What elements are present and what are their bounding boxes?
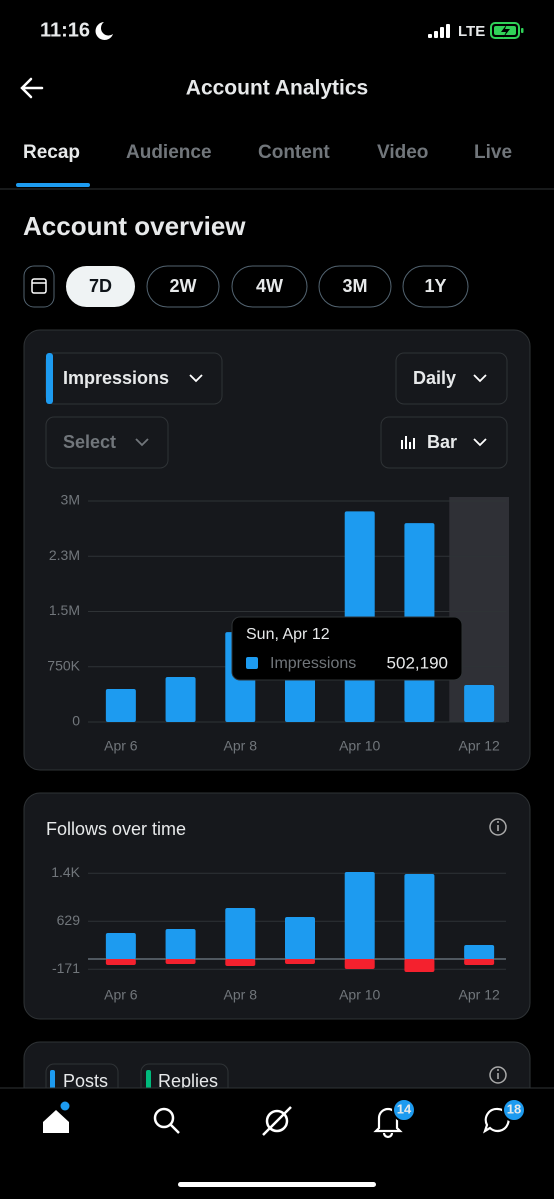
- bar: [105, 933, 136, 959]
- tab[interactable]: Audience: [126, 142, 212, 163]
- calendar-button[interactable]: [23, 265, 55, 308]
- chip-label: Posts: [63, 1071, 108, 1091]
- network-label: LTE: [458, 23, 485, 40]
- x-tick-label: Apr 6: [104, 987, 138, 1003]
- bar: [404, 873, 435, 959]
- tooltip-value: 502,190: [387, 653, 448, 672]
- range-label: 4W: [256, 276, 283, 296]
- bar: [285, 959, 315, 964]
- status-time: 11:16: [40, 19, 90, 41]
- tooltip-series: Impressions: [270, 655, 356, 672]
- compare-label: Select: [63, 432, 116, 452]
- x-tick-label: Apr 6: [104, 738, 138, 754]
- x-tick-label: Apr 12: [459, 987, 500, 1003]
- section-title: Account overview: [23, 211, 246, 241]
- tab[interactable]: Video: [377, 142, 428, 163]
- range-label: 1Y: [424, 276, 446, 296]
- badge-count: 18: [507, 1101, 521, 1116]
- notifications-icon[interactable]: [373, 1107, 403, 1139]
- tab-indicator: [16, 183, 90, 187]
- tooltip: [231, 616, 463, 681]
- moon-icon: [95, 22, 113, 40]
- calendar-icon: [31, 278, 47, 294]
- tab[interactable]: Live: [474, 142, 512, 163]
- y-tick-label: 1.5M: [49, 602, 80, 618]
- info-icon[interactable]: [489, 1066, 507, 1084]
- grok-icon[interactable]: [262, 1106, 292, 1136]
- badge: [392, 1098, 416, 1122]
- range-label: 3M: [342, 276, 367, 296]
- bar: [225, 908, 256, 959]
- y-tick-label: 629: [57, 912, 81, 928]
- search-icon[interactable]: [153, 1107, 180, 1134]
- x-tick-label: Apr 10: [339, 987, 380, 1003]
- y-tick-label: 0: [72, 713, 80, 729]
- y-tick-label: 2.3M: [49, 547, 80, 563]
- chart-type-dropdown[interactable]: [380, 416, 508, 469]
- tab[interactable]: Recap: [23, 142, 80, 163]
- y-tick-label: 3M: [61, 492, 80, 508]
- bar-icon: [401, 436, 415, 449]
- chevron: [473, 438, 487, 447]
- y-tick-label: 1.4K: [51, 864, 80, 880]
- bar: [165, 676, 196, 722]
- bar: [344, 872, 375, 959]
- metric-color: [46, 353, 53, 404]
- chip-color: [146, 1070, 151, 1092]
- chart-title: Follows over time: [46, 819, 186, 839]
- follows-card: [23, 792, 531, 1020]
- bar: [285, 917, 315, 959]
- tooltip-swatch: [246, 657, 258, 669]
- badge-count: 14: [397, 1101, 412, 1116]
- bar: [165, 959, 196, 964]
- x-tick-label: Apr 10: [339, 738, 380, 754]
- chart-type-label: Bar: [427, 432, 457, 452]
- chevron: [473, 374, 487, 383]
- bar: [165, 929, 196, 959]
- battery-icon: [490, 22, 524, 39]
- back-button[interactable]: [20, 77, 44, 99]
- range-button[interactable]: [146, 265, 220, 308]
- info-icon[interactable]: [489, 818, 507, 836]
- bar: [464, 959, 495, 965]
- signal-icon: [428, 24, 450, 38]
- range-button[interactable]: [66, 266, 135, 307]
- hover-highlight: [449, 497, 509, 722]
- chip-color: [50, 1070, 55, 1092]
- y-tick-label: 750K: [47, 657, 80, 673]
- bar: [105, 959, 136, 965]
- compare-dropdown[interactable]: [45, 416, 169, 469]
- range-button[interactable]: [231, 265, 308, 308]
- bar: [464, 685, 495, 722]
- home-icon[interactable]: [43, 1110, 69, 1133]
- bar: [344, 959, 375, 970]
- interval-dropdown[interactable]: [395, 352, 508, 405]
- badge: [502, 1098, 526, 1122]
- range-button[interactable]: [402, 265, 469, 308]
- chevron: [135, 438, 149, 447]
- range-button[interactable]: [318, 265, 392, 308]
- metric-label: Impressions: [63, 368, 169, 388]
- tab[interactable]: Content: [258, 142, 330, 163]
- interval-label: Daily: [413, 368, 456, 388]
- range-label: 2W: [170, 276, 197, 296]
- range-label: 7D: [89, 276, 112, 296]
- x-tick-label: Apr 12: [459, 738, 500, 754]
- x-tick-label: Apr 8: [224, 738, 258, 754]
- tooltip-title: Sun, Apr 12: [246, 626, 330, 643]
- bar: [225, 959, 256, 967]
- header-title: Account Analytics: [186, 77, 368, 100]
- bar: [404, 959, 435, 973]
- x-tick-label: Apr 8: [224, 987, 258, 1003]
- chip-label: Replies: [158, 1071, 218, 1091]
- home-dot: [60, 1101, 70, 1111]
- bar: [464, 945, 495, 959]
- bar: [105, 688, 136, 722]
- home-indicator: [178, 1182, 376, 1187]
- bar: [285, 670, 315, 722]
- y-tick-label: -171: [52, 960, 80, 976]
- chevron: [189, 374, 203, 383]
- bottom-nav: [0, 1088, 554, 1199]
